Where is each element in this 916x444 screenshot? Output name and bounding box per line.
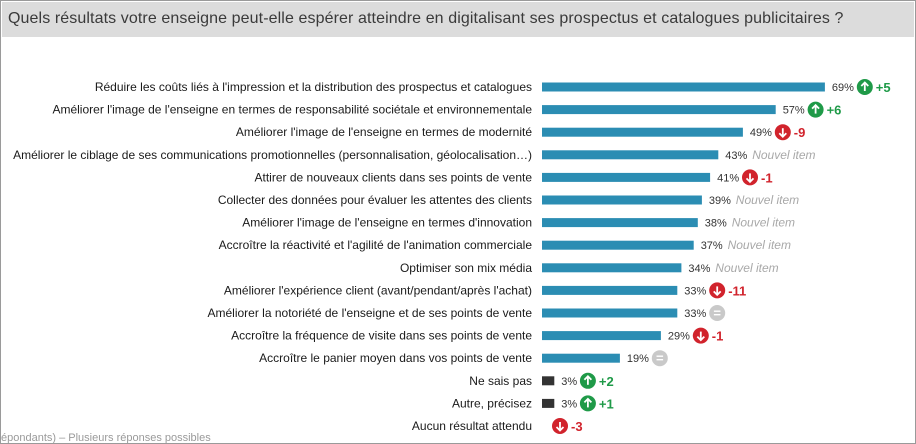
new-item-label: Nouvel item <box>732 216 795 230</box>
value-label: 43% <box>725 150 747 162</box>
bar <box>542 195 702 205</box>
bar <box>542 285 678 295</box>
bar <box>542 308 678 318</box>
new-item-label: Nouvel item <box>752 148 815 162</box>
bar-row: Améliorer l'image de l'enseigne en terme… <box>52 101 842 118</box>
bar-row: Accroître le panier moyen dans vos point… <box>259 350 668 367</box>
bar-row: Améliorer l'image de l'enseigne en terme… <box>236 124 806 141</box>
value-label: 33% <box>684 308 706 320</box>
arrow-head <box>778 132 787 138</box>
evolution-label: = <box>656 351 664 366</box>
arrow-head <box>696 335 705 342</box>
value-label: 3% <box>561 398 577 410</box>
trend-equal-icon <box>651 350 668 367</box>
evolution-label: -1 <box>712 329 724 344</box>
evolution-label: -9 <box>794 125 806 140</box>
arrow-head <box>555 426 565 432</box>
bar-row: Améliorer l'image de l'enseigne en terme… <box>242 216 795 230</box>
bar-row: Optimiser son mix média 34% Nouvel item <box>400 261 779 275</box>
bar <box>542 353 620 363</box>
value-label: 69% <box>832 82 854 94</box>
value-label: 29% <box>668 331 690 343</box>
bar-row: Améliorer la notoriété de l'enseigne et … <box>208 305 726 321</box>
category-label: Accroître la fréquence de visite dans se… <box>231 329 532 343</box>
bar <box>542 331 661 341</box>
bar <box>542 82 825 92</box>
category-label: Améliorer la notoriété de l'enseigne et … <box>208 306 533 320</box>
value-label: 39% <box>709 195 731 207</box>
category-label: Attirer de nouveaux clients dans ses poi… <box>255 170 533 184</box>
new-item-label: Nouvel item <box>715 261 778 275</box>
value-label: 19% <box>627 353 649 365</box>
category-label: Améliorer l'expérience client (avant/pen… <box>224 283 532 297</box>
bar <box>542 376 555 386</box>
arrow-head <box>745 177 755 184</box>
new-item-label: Nouvel item <box>728 238 791 252</box>
evolution-label: -11 <box>728 283 746 298</box>
bar-row: Améliorer le ciblage de ses communicatio… <box>13 148 815 162</box>
bar-row: Accroître la fréquence de visite dans se… <box>231 327 724 344</box>
bar-row: Collecter des données pour évaluer les a… <box>218 193 799 207</box>
value-label: 49% <box>750 127 772 139</box>
value-label: 57% <box>783 105 805 117</box>
bar <box>542 263 682 273</box>
value-label: 3% <box>561 376 577 388</box>
evolution-label: +1 <box>599 396 614 411</box>
arrow-head <box>860 81 869 87</box>
bar-row: Aucun résultat attendu -3 <box>412 418 583 434</box>
bar-row: Améliorer l'expérience client (avant/pen… <box>224 282 746 299</box>
category-label: Optimiser son mix média <box>400 261 532 275</box>
category-label: Réduire les coûts liés à l'impression et… <box>95 80 532 94</box>
value-label: 37% <box>701 240 723 252</box>
bar <box>542 218 698 228</box>
evolution-label: +5 <box>876 80 891 95</box>
category-label: Aucun résultat attendu <box>412 419 532 433</box>
bar-row: Attirer de nouveaux clients dans ses poi… <box>255 169 773 186</box>
category-label: Accroître la réactivité et l'agilité de … <box>219 238 533 252</box>
chart-title: Quels résultats votre enseigne peut-elle… <box>8 10 844 27</box>
evolution-label: -1 <box>761 170 773 185</box>
value-label: 33% <box>684 285 706 297</box>
new-item-label: Nouvel item <box>736 193 799 207</box>
bar <box>542 150 719 160</box>
evolution-label: +6 <box>827 103 842 118</box>
bar <box>542 398 555 408</box>
category-label: Ne sais pas <box>469 374 532 388</box>
category-label: Améliorer l'image de l'enseigne en terme… <box>236 125 532 139</box>
value-label: 34% <box>688 263 710 275</box>
category-label: Améliorer le ciblage de ses communicatio… <box>13 148 532 162</box>
bar-row: Ne sais pas 3% +2 <box>469 372 614 389</box>
arrow-head <box>583 397 593 404</box>
evolution-label: +2 <box>599 374 614 389</box>
value-label: 38% <box>705 218 727 230</box>
evolution-label: = <box>713 306 721 321</box>
bar <box>542 172 711 182</box>
trend-equal-icon <box>709 305 726 321</box>
bar-row: Autre, précisez 3% +1 <box>452 395 614 412</box>
category-label: Collecter des données pour évaluer les a… <box>218 193 532 207</box>
category-label: Accroître le panier moyen dans vos point… <box>259 351 532 365</box>
bar <box>542 127 743 137</box>
evolution-label: -3 <box>571 419 583 434</box>
bar <box>542 105 776 115</box>
arrow-head <box>811 103 820 110</box>
bar <box>542 240 694 250</box>
arrow-head <box>583 375 593 381</box>
value-label: 41% <box>717 172 739 184</box>
category-label: Améliorer l'image de l'enseigne en terme… <box>52 103 532 117</box>
category-label: Améliorer l'image de l'enseigne en terme… <box>242 216 532 230</box>
footnote: épondants) – Plusieurs réponses possible… <box>1 432 211 444</box>
bar-row: Accroître la réactivité et l'agilité de … <box>219 238 791 252</box>
category-label: Autre, précisez <box>452 396 532 410</box>
arrow-head <box>713 290 722 297</box>
chart-header: Quels résultats votre enseigne peut-elle… <box>2 2 914 37</box>
bar-row: Réduire les coûts liés à l'impression et… <box>95 79 891 95</box>
